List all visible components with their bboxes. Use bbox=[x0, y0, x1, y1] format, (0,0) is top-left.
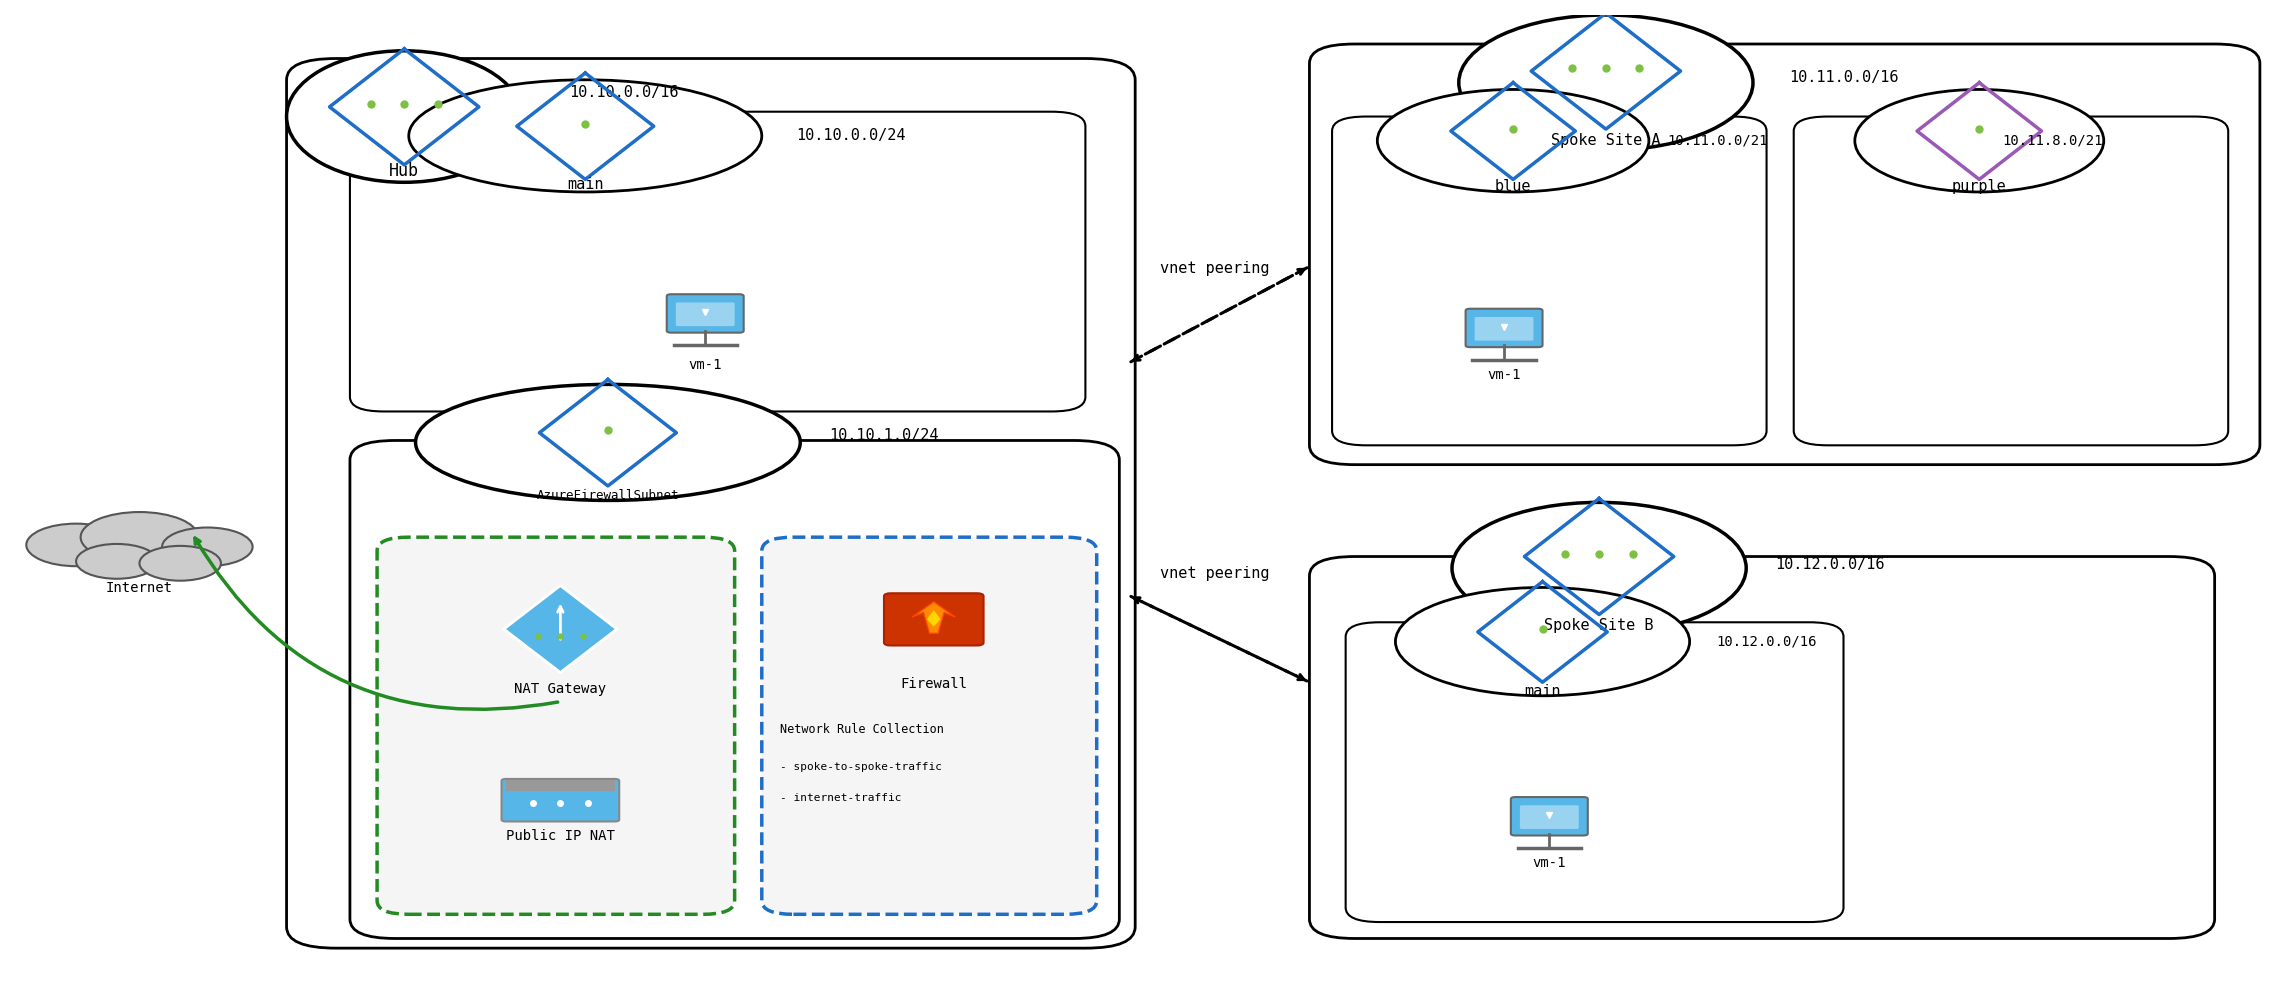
FancyBboxPatch shape bbox=[1346, 622, 1844, 922]
FancyBboxPatch shape bbox=[1511, 797, 1587, 835]
Text: vm-1: vm-1 bbox=[1488, 368, 1520, 382]
Text: Spoke Site A: Spoke Site A bbox=[1550, 133, 1660, 148]
Text: 10.11.0.0/21: 10.11.0.0/21 bbox=[1667, 134, 1768, 148]
Text: vm-1: vm-1 bbox=[1532, 856, 1566, 870]
FancyBboxPatch shape bbox=[287, 59, 1135, 948]
Text: Network Rule Collection: Network Rule Collection bbox=[780, 723, 945, 736]
Text: - spoke-to-spoke-traffic: - spoke-to-spoke-traffic bbox=[780, 762, 942, 772]
Text: 10.11.0.0/16: 10.11.0.0/16 bbox=[1789, 71, 1899, 86]
Text: NAT Gateway: NAT Gateway bbox=[514, 682, 605, 696]
Circle shape bbox=[25, 523, 126, 566]
FancyBboxPatch shape bbox=[1465, 309, 1543, 347]
Text: Internet: Internet bbox=[105, 580, 172, 594]
Text: Firewall: Firewall bbox=[901, 677, 968, 691]
Text: purple: purple bbox=[1951, 179, 2006, 194]
Text: vnet peering: vnet peering bbox=[1160, 261, 1268, 276]
Text: 10.10.0.0/24: 10.10.0.0/24 bbox=[796, 129, 906, 144]
Text: 10.11.8.0/21: 10.11.8.0/21 bbox=[2002, 134, 2103, 148]
Circle shape bbox=[76, 544, 158, 579]
Ellipse shape bbox=[1451, 502, 1747, 634]
Circle shape bbox=[80, 512, 197, 562]
Text: 10.12.0.0/16: 10.12.0.0/16 bbox=[1775, 556, 1885, 571]
Ellipse shape bbox=[1378, 90, 1649, 192]
Text: vnet peering: vnet peering bbox=[1160, 565, 1268, 580]
Text: Hub: Hub bbox=[390, 162, 420, 180]
Text: Public IP NAT: Public IP NAT bbox=[507, 830, 615, 843]
FancyBboxPatch shape bbox=[1793, 117, 2229, 446]
FancyBboxPatch shape bbox=[507, 780, 615, 791]
Text: vm-1: vm-1 bbox=[688, 358, 722, 372]
Circle shape bbox=[140, 546, 220, 580]
Text: main: main bbox=[566, 177, 603, 192]
Ellipse shape bbox=[1855, 90, 2103, 192]
Ellipse shape bbox=[1458, 15, 1752, 151]
Ellipse shape bbox=[1396, 587, 1690, 696]
Polygon shape bbox=[504, 585, 617, 673]
Text: 10.10.1.0/24: 10.10.1.0/24 bbox=[830, 428, 940, 443]
FancyBboxPatch shape bbox=[1309, 556, 2215, 938]
FancyBboxPatch shape bbox=[376, 537, 734, 914]
FancyBboxPatch shape bbox=[1332, 117, 1766, 446]
Text: blue: blue bbox=[1495, 179, 1532, 194]
FancyBboxPatch shape bbox=[1309, 44, 2261, 465]
Text: Spoke Site B: Spoke Site B bbox=[1545, 618, 1653, 633]
FancyBboxPatch shape bbox=[667, 294, 743, 333]
FancyBboxPatch shape bbox=[351, 112, 1085, 412]
Circle shape bbox=[163, 527, 252, 566]
Text: 10.10.0.0/16: 10.10.0.0/16 bbox=[569, 85, 679, 100]
Ellipse shape bbox=[287, 51, 523, 182]
Text: main: main bbox=[1525, 684, 1562, 699]
FancyBboxPatch shape bbox=[1520, 806, 1580, 829]
FancyBboxPatch shape bbox=[351, 441, 1119, 938]
Ellipse shape bbox=[415, 385, 800, 500]
Text: AzureFirewallSubnet: AzureFirewallSubnet bbox=[537, 489, 679, 501]
Text: 10.12.0.0/16: 10.12.0.0/16 bbox=[1717, 635, 1818, 649]
FancyBboxPatch shape bbox=[676, 302, 734, 326]
FancyBboxPatch shape bbox=[885, 593, 984, 645]
FancyBboxPatch shape bbox=[761, 537, 1096, 914]
Polygon shape bbox=[913, 602, 956, 633]
Text: - internet-traffic: - internet-traffic bbox=[780, 794, 901, 804]
Ellipse shape bbox=[408, 80, 761, 192]
FancyBboxPatch shape bbox=[1474, 317, 1534, 341]
Polygon shape bbox=[926, 610, 940, 626]
FancyBboxPatch shape bbox=[502, 779, 619, 822]
